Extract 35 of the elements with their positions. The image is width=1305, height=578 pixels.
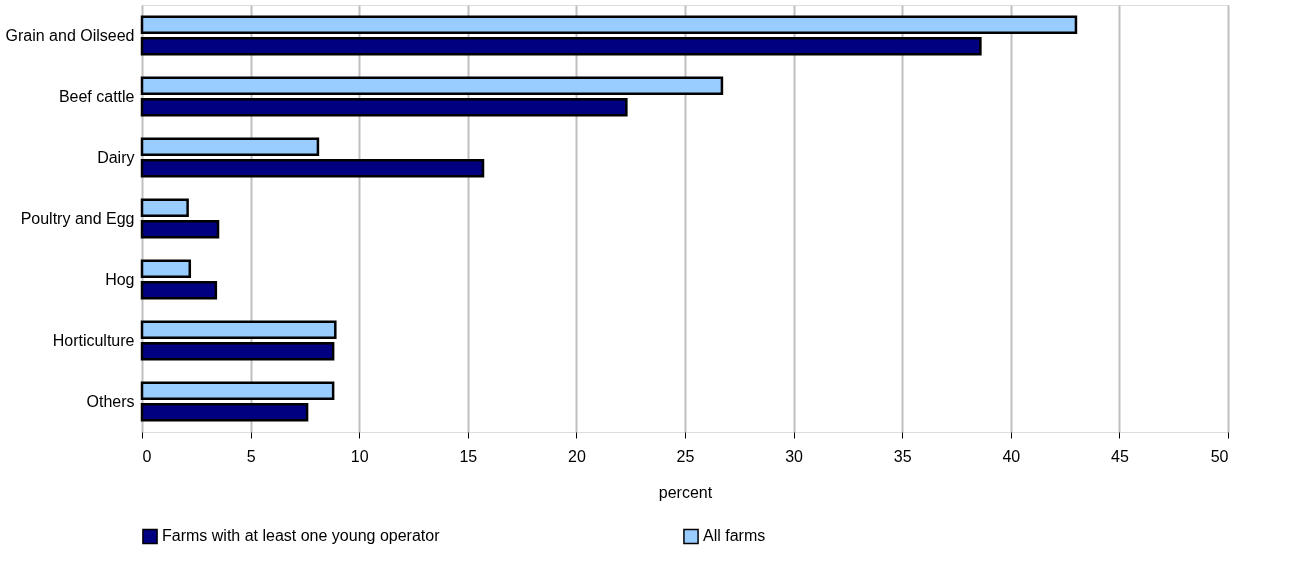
bar <box>140 219 220 239</box>
x-tick-label: 30 <box>785 447 804 465</box>
x-tick-label: 50 <box>1210 447 1229 465</box>
bar <box>140 158 485 178</box>
x-tick-label: 0 <box>142 447 152 465</box>
x-tick-label: 10 <box>350 447 369 465</box>
legend-label: All farms <box>703 527 766 545</box>
x-axis-title: percent <box>658 483 713 501</box>
y-tick-label: Grain and Oilseed <box>5 26 135 44</box>
bar <box>140 36 982 56</box>
x-tick-label: 25 <box>676 447 695 465</box>
bar <box>140 137 320 157</box>
bar <box>140 259 192 279</box>
y-tick-label: Beef cattle <box>58 87 135 105</box>
y-tick-label: Poultry and Egg <box>20 209 135 227</box>
x-tick-label: 35 <box>893 447 912 465</box>
y-tick-label: Others <box>86 392 135 410</box>
bar <box>140 280 218 300</box>
legend-label: Farms with at least one young operator <box>162 527 441 545</box>
y-tick-label: Dairy <box>97 148 135 166</box>
y-tick-label: Hog <box>105 270 135 288</box>
x-tick-label: 20 <box>568 447 586 465</box>
bar <box>140 320 337 340</box>
x-tick-label: 45 <box>1111 447 1129 465</box>
bar <box>140 198 189 218</box>
bar <box>140 381 335 401</box>
bar <box>140 76 724 96</box>
bar <box>140 402 309 422</box>
x-tick-label: 40 <box>1002 447 1021 465</box>
bar <box>140 15 1078 35</box>
bar <box>140 341 335 361</box>
bar <box>140 97 628 117</box>
y-tick-label: Horticulture <box>52 331 135 349</box>
x-tick-label: 5 <box>246 447 256 465</box>
x-tick-label: 15 <box>459 447 478 465</box>
